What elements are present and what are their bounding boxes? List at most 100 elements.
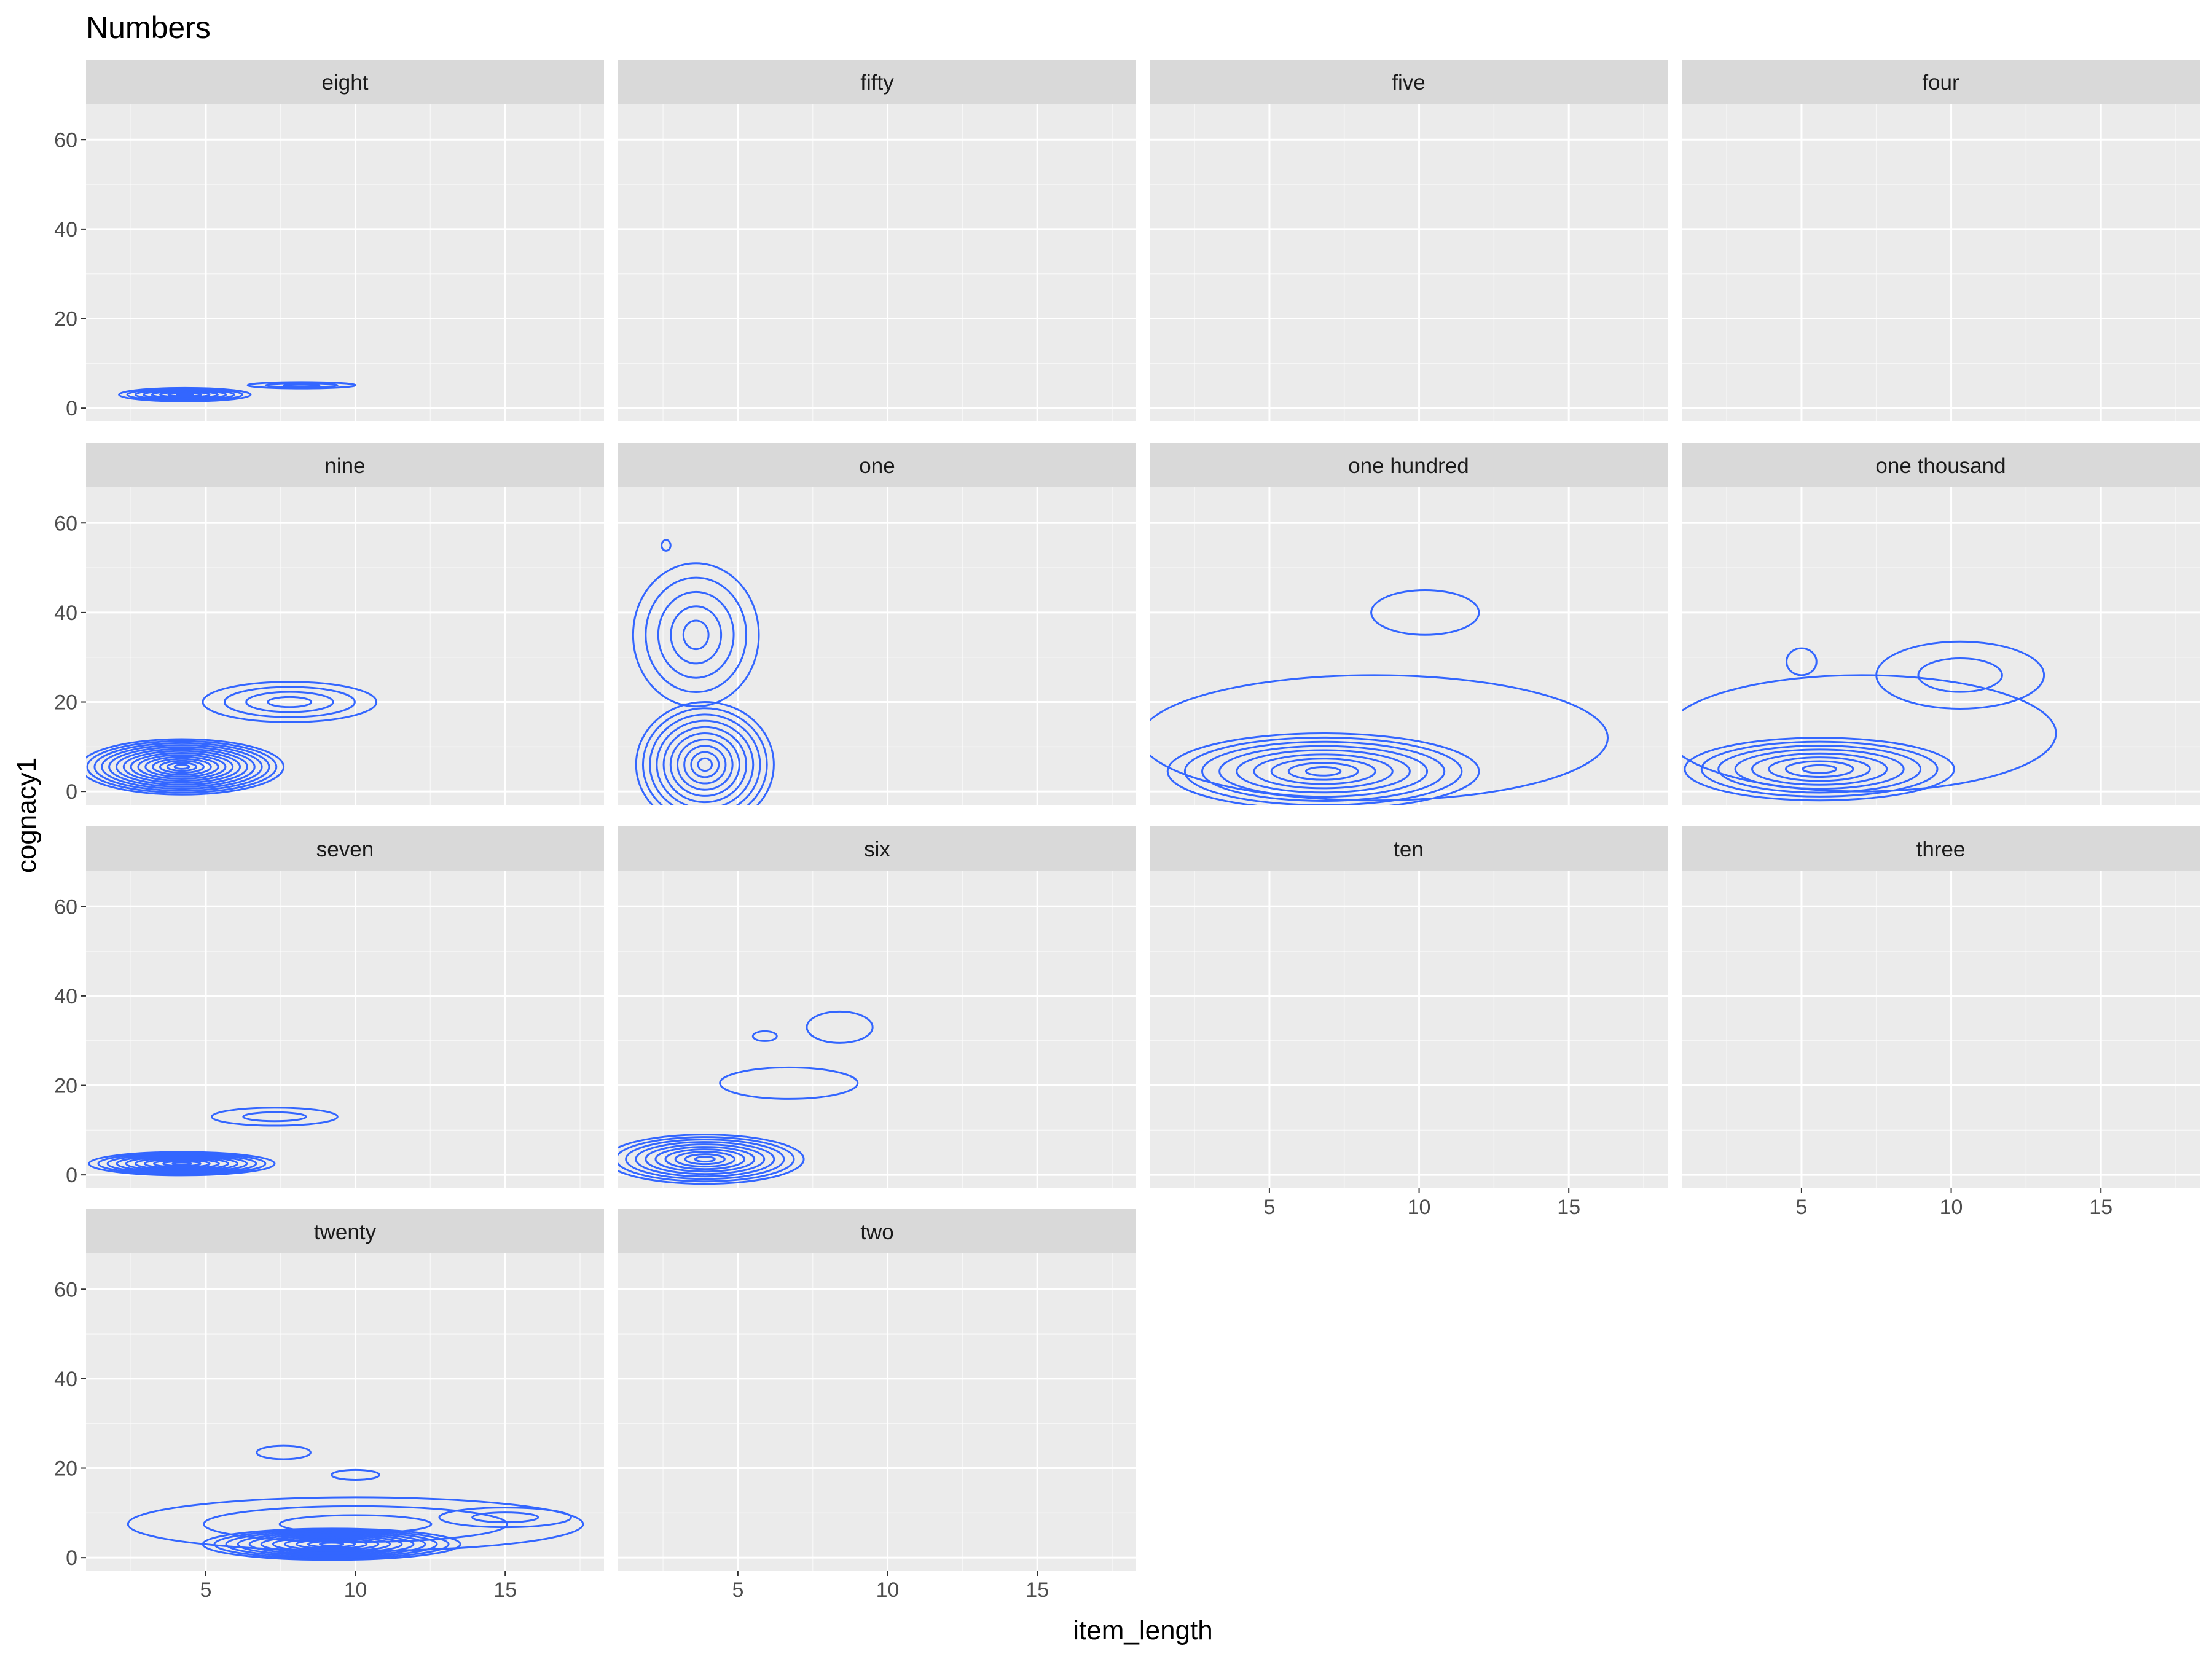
facet-strip <box>86 60 604 104</box>
plot-panel <box>1682 871 2200 1188</box>
facet-strip <box>86 1209 604 1253</box>
facet-strip-label: nine <box>324 454 365 478</box>
density-contour <box>618 1136 795 1183</box>
facet-strip <box>618 60 1136 104</box>
density-contour <box>213 1529 450 1559</box>
plot-panel <box>86 104 604 421</box>
density-contour <box>1287 762 1359 781</box>
x-tick-label: 10 <box>1940 1196 1963 1219</box>
facet-panel-six: six <box>618 826 1136 1188</box>
facet-strip-label: four <box>1922 71 1959 95</box>
facet-strip <box>1150 60 1668 104</box>
y-tick-label: 60 <box>54 128 77 152</box>
facet-panel-nine: nine 0 20 40 60 <box>54 443 604 805</box>
density-contour <box>106 1153 257 1174</box>
facet-panel-one-hundred: one hundred <box>1150 443 1668 805</box>
density-contour <box>88 1151 276 1177</box>
y-tick-label: 40 <box>54 1368 77 1391</box>
density-contour <box>690 751 720 778</box>
y-tick-label: 60 <box>54 895 77 919</box>
facet-strip-label: five <box>1392 71 1425 95</box>
plot-panel <box>86 1253 604 1571</box>
plot-panel <box>618 1253 1136 1571</box>
density-contour <box>166 762 198 772</box>
y-tick-label: 20 <box>54 1075 77 1098</box>
density-contour <box>656 719 755 805</box>
facet-strip-label: eight <box>322 71 369 95</box>
density-contour <box>171 1161 192 1166</box>
density-contour <box>162 1160 202 1167</box>
density-contour <box>1253 753 1394 790</box>
density-contour <box>641 707 768 805</box>
y-tick-label: 60 <box>54 1278 77 1301</box>
density-contour <box>125 1156 239 1172</box>
density-contour <box>137 754 227 780</box>
density-contour <box>159 759 205 774</box>
density-contour <box>1304 766 1342 777</box>
density-contour <box>1370 589 1480 636</box>
density-contour <box>144 756 219 778</box>
density-contour <box>1751 752 1888 786</box>
x-tick-label: 5 <box>1263 1196 1275 1219</box>
density-contour <box>101 744 263 790</box>
density-contour <box>1734 748 1905 790</box>
density-contour <box>1270 758 1376 785</box>
density-contour <box>1784 760 1854 778</box>
contour-group <box>118 381 357 402</box>
density-contour <box>1682 674 2057 793</box>
y-tick-label: 40 <box>54 602 77 625</box>
facet-panel-four: four <box>1682 60 2200 421</box>
density-contour <box>116 1154 248 1173</box>
density-contour <box>108 746 256 788</box>
facet-strip <box>618 826 1136 871</box>
contour-group <box>88 1107 339 1177</box>
density-contour <box>654 1146 756 1173</box>
density-contour <box>1150 674 1609 802</box>
density-contour <box>242 1111 307 1123</box>
facet-strip <box>86 443 604 487</box>
density-contour <box>645 576 748 694</box>
facet-strip-label: twenty <box>314 1220 377 1244</box>
density-contour <box>203 1505 508 1543</box>
density-contour <box>152 758 212 776</box>
x-tick-label: 5 <box>200 1578 211 1602</box>
density-contour <box>649 713 761 805</box>
density-contour <box>93 742 270 792</box>
density-contour <box>1236 749 1411 794</box>
plot-panel <box>618 104 1136 421</box>
density-contour <box>173 764 190 770</box>
facet-strip-label: ten <box>1394 837 1424 861</box>
y-tick-label: 20 <box>54 308 77 331</box>
facet-panel-fifty: fifty <box>618 60 1136 421</box>
density-contour <box>719 1066 859 1100</box>
plot-panel <box>1682 487 2200 805</box>
density-contour <box>676 739 734 791</box>
plot-panel <box>618 487 1136 805</box>
density-contour <box>1875 640 2045 710</box>
x-tick-label: 5 <box>1795 1196 1807 1219</box>
density-contour <box>225 1530 438 1558</box>
density-contour <box>635 1141 775 1178</box>
chart-title: Numbers <box>86 10 211 45</box>
density-contour <box>248 1533 415 1556</box>
facet-strip <box>1682 826 2200 871</box>
density-contour <box>657 590 735 679</box>
facet-strip-label: two <box>860 1220 893 1244</box>
x-tick-label: 15 <box>1026 1578 1049 1602</box>
density-contour <box>438 1507 572 1529</box>
contour-group <box>1150 589 1609 805</box>
density-contour <box>635 701 775 805</box>
density-contour <box>283 383 321 388</box>
density-contour <box>331 1468 381 1481</box>
facet-strip-label: one thousand <box>1875 454 2006 478</box>
density-contour <box>661 539 672 552</box>
density-contour <box>645 1143 766 1175</box>
facet-strip <box>618 1209 1136 1253</box>
density-contour <box>683 745 727 785</box>
density-contour <box>175 393 194 397</box>
facet-panel-eight: eight 0 20 40 60 <box>54 60 604 421</box>
facet-strip-label: fifty <box>860 71 894 95</box>
density-contour <box>684 1153 726 1166</box>
x-tick-label: 10 <box>1408 1196 1431 1219</box>
